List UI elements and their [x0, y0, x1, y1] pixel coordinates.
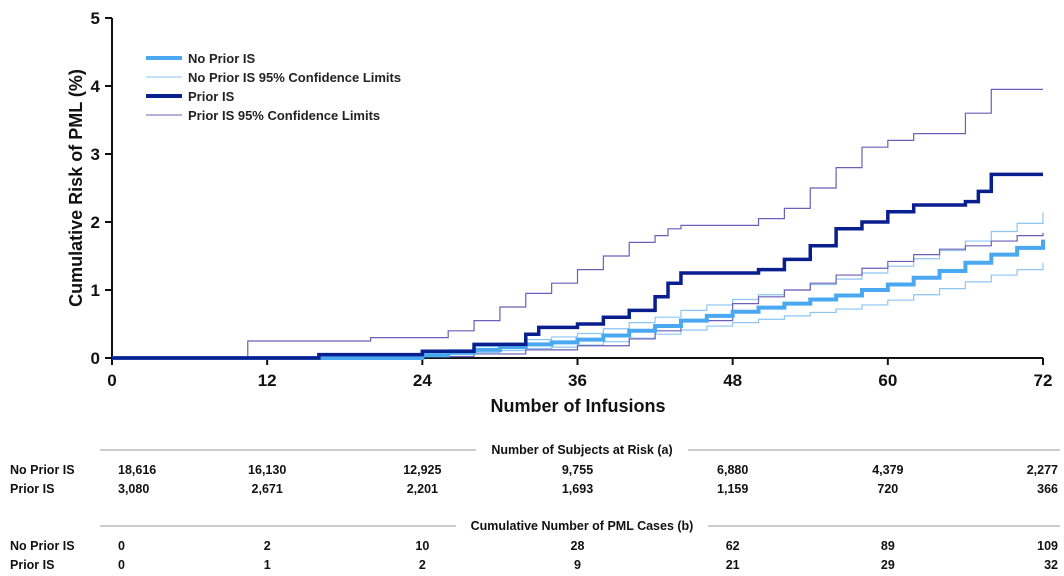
- x-tick-label: 24: [413, 371, 432, 390]
- pml-cases-table: Cumulative Number of PML Cases (b) No Pr…: [10, 519, 1060, 572]
- table-cell: 720: [877, 482, 898, 496]
- table-cell: 2,201: [407, 482, 438, 496]
- x-tick-label: 60: [878, 371, 897, 390]
- table-cell: 10: [415, 539, 429, 553]
- table-row-label: Prior IS: [10, 482, 54, 496]
- table-cell: 0: [118, 539, 125, 553]
- table-cell: 1: [264, 558, 271, 572]
- table-cell: 16,130: [248, 463, 286, 477]
- table-cell: 4,379: [872, 463, 903, 477]
- cases-table-title: Cumulative Number of PML Cases (b): [471, 519, 694, 533]
- table-cell: 9: [574, 558, 581, 572]
- x-tick-label: 72: [1034, 371, 1053, 390]
- prior-is-ci-upper-line: [112, 88, 1043, 359]
- table-cell: 1,159: [717, 482, 748, 496]
- table-cell: 9,755: [562, 463, 593, 477]
- prior-is-ci-lower-line: [112, 232, 1044, 359]
- x-ticks: 0 12 24 36 48 60 72: [107, 358, 1052, 390]
- x-tick-label: 36: [568, 371, 587, 390]
- table-cell: 2,277: [1027, 463, 1058, 477]
- table-cell: 89: [881, 539, 895, 553]
- legend: No Prior IS No Prior IS 95% Confidence Li…: [146, 51, 401, 123]
- legend-label: No Prior IS: [188, 51, 256, 66]
- no-prior-is-line: [112, 239, 1045, 360]
- legend-label: No Prior IS 95% Confidence Limits: [188, 70, 401, 85]
- prior-is-line: [112, 172, 1043, 360]
- table-cell: 0: [118, 558, 125, 572]
- legend-label: Prior IS 95% Confidence Limits: [188, 108, 380, 123]
- table-cell: 6,880: [717, 463, 748, 477]
- table-row-label: No Prior IS: [10, 463, 75, 477]
- risk-table-title: Number of Subjects at Risk (a): [491, 443, 672, 457]
- x-tick-label: 0: [107, 371, 116, 390]
- y-axis-title: Cumulative Risk of PML (%): [66, 69, 86, 307]
- table-cell: 21: [726, 558, 740, 572]
- y-ticks: 0 1 2 3 4 5: [91, 9, 112, 368]
- series-layer: [112, 88, 1045, 360]
- table-cell: 2: [419, 558, 426, 572]
- table-cell: 1,693: [562, 482, 593, 496]
- table-cell: 12,925: [403, 463, 441, 477]
- y-tick-label: 0: [91, 349, 100, 368]
- table-cell: 28: [571, 539, 585, 553]
- table-cell: 18,616: [118, 463, 156, 477]
- y-tick-label: 2: [91, 213, 100, 232]
- table-cell: 32: [1044, 558, 1058, 572]
- table-cell: 109: [1037, 539, 1058, 553]
- table-cell: 366: [1037, 482, 1058, 496]
- table-row-label: No Prior IS: [10, 539, 75, 553]
- table-cell: 29: [881, 558, 895, 572]
- y-tick-label: 4: [91, 77, 101, 96]
- no-prior-is-ci-lower-line: [112, 262, 1044, 359]
- x-tick-label: 12: [258, 371, 277, 390]
- legend-label: Prior IS: [188, 89, 235, 104]
- y-tick-label: 3: [91, 145, 100, 164]
- table-cell: 2,671: [252, 482, 283, 496]
- table-cell: 3,080: [118, 482, 149, 496]
- y-tick-label: 1: [91, 281, 100, 300]
- subjects-at-risk-table: Number of Subjects at Risk (a) No Prior …: [10, 443, 1060, 496]
- table-row-label: Prior IS: [10, 558, 54, 572]
- y-tick-label: 5: [91, 9, 100, 28]
- x-tick-label: 48: [723, 371, 742, 390]
- x-axis-title: Number of Infusions: [491, 396, 666, 416]
- table-cell: 2: [264, 539, 271, 553]
- table-cell: 62: [726, 539, 740, 553]
